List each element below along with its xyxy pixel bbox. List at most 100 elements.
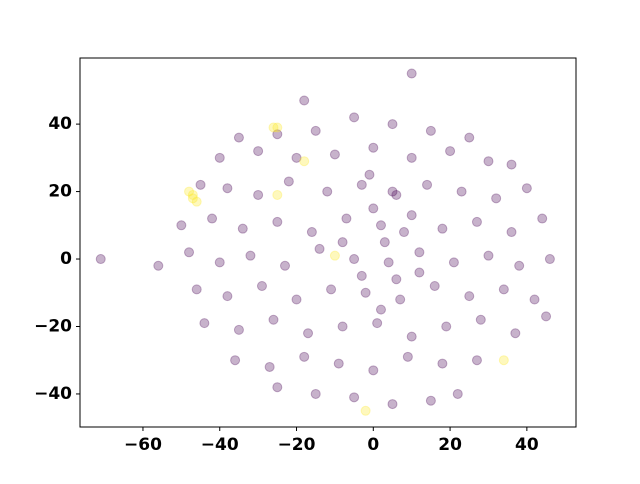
point xyxy=(475,314,486,325)
point xyxy=(199,318,210,329)
point xyxy=(406,68,417,79)
point xyxy=(207,213,218,224)
point xyxy=(264,361,275,372)
x-tick-label: 0 xyxy=(367,435,379,455)
point xyxy=(483,250,494,261)
point xyxy=(491,193,502,204)
point xyxy=(349,112,360,123)
point xyxy=(402,351,413,362)
point xyxy=(191,284,202,295)
point xyxy=(399,227,410,238)
point xyxy=(280,260,291,271)
point xyxy=(445,146,456,157)
point xyxy=(272,189,283,200)
point xyxy=(329,149,340,160)
point xyxy=(187,193,198,204)
point xyxy=(349,254,360,265)
y-tick-label: −40 xyxy=(34,384,72,404)
y-tick-label: −20 xyxy=(34,316,72,336)
point xyxy=(375,220,386,231)
point xyxy=(333,358,344,369)
x-tick-label: 20 xyxy=(438,435,462,455)
point xyxy=(406,331,417,342)
point xyxy=(253,189,264,200)
point xyxy=(356,270,367,281)
point xyxy=(95,254,106,265)
point xyxy=(360,405,371,416)
point xyxy=(191,196,202,207)
point xyxy=(368,142,379,153)
point xyxy=(233,324,244,335)
point xyxy=(383,257,394,268)
x-tick-label: 40 xyxy=(515,435,539,455)
point xyxy=(245,250,256,261)
point xyxy=(448,257,459,268)
point xyxy=(341,213,352,224)
point xyxy=(222,183,233,194)
point xyxy=(391,274,402,285)
point xyxy=(337,321,348,332)
point xyxy=(326,284,337,295)
point xyxy=(452,388,463,399)
point xyxy=(387,186,398,197)
point xyxy=(337,237,348,248)
point xyxy=(253,146,264,157)
y-tick-label: 20 xyxy=(48,182,72,202)
point xyxy=(425,395,436,406)
point xyxy=(310,388,321,399)
point xyxy=(506,227,517,238)
point xyxy=(425,125,436,136)
point xyxy=(322,186,333,197)
point xyxy=(153,260,164,271)
point xyxy=(195,179,206,190)
point xyxy=(303,328,314,339)
point xyxy=(379,237,390,248)
point xyxy=(406,210,417,221)
point xyxy=(268,122,279,133)
point xyxy=(372,318,383,329)
point xyxy=(283,176,294,187)
point xyxy=(176,220,187,231)
point xyxy=(214,257,225,268)
point xyxy=(387,399,398,410)
point xyxy=(368,365,379,376)
point xyxy=(272,122,283,133)
point xyxy=(233,132,244,143)
point xyxy=(544,254,555,265)
point xyxy=(187,189,198,200)
point xyxy=(375,304,386,315)
point xyxy=(464,132,475,143)
point xyxy=(306,227,317,238)
point xyxy=(184,186,195,197)
point xyxy=(291,152,302,163)
point xyxy=(437,223,448,234)
point xyxy=(214,152,225,163)
point xyxy=(441,321,452,332)
point xyxy=(483,156,494,167)
point xyxy=(471,216,482,227)
point xyxy=(429,281,440,292)
y-tick-label: 40 xyxy=(48,114,72,134)
point xyxy=(456,186,467,197)
point xyxy=(395,294,406,305)
point xyxy=(437,358,448,369)
point xyxy=(184,247,195,258)
point xyxy=(422,179,433,190)
point xyxy=(222,291,233,302)
point xyxy=(529,294,540,305)
point xyxy=(299,351,310,362)
point xyxy=(498,355,509,366)
point xyxy=(314,243,325,254)
point xyxy=(256,281,267,292)
point xyxy=(498,284,509,295)
x-tick-label: −60 xyxy=(124,435,162,455)
point xyxy=(237,223,248,234)
point xyxy=(349,392,360,403)
point xyxy=(387,119,398,130)
point xyxy=(406,152,417,163)
point xyxy=(329,250,340,261)
point xyxy=(506,159,517,170)
point xyxy=(541,311,552,322)
point xyxy=(268,314,279,325)
